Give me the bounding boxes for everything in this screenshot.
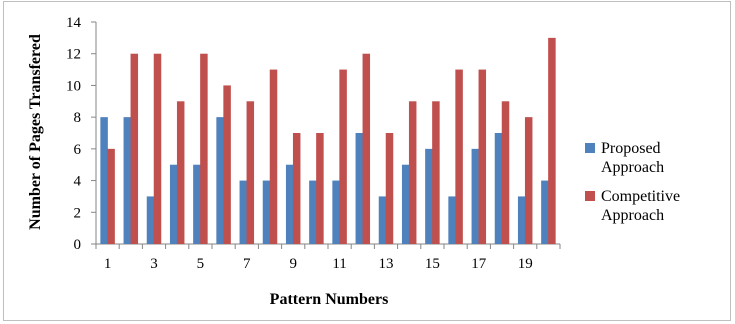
competitive-bar [176, 101, 185, 245]
competitive-bar [246, 101, 255, 245]
x-tick-label: 17 [471, 256, 487, 272]
proposed-bar [123, 117, 132, 244]
x-tick-labels: 1 3 5 7 9 11 13 15 17 19 [104, 256, 533, 272]
proposed-bar [448, 196, 456, 244]
competitive-bar [385, 133, 394, 244]
x-tick-label: 9 [289, 256, 297, 272]
competitive-bar [524, 117, 533, 244]
x-tick-label: 3 [150, 256, 158, 272]
legend-swatch-proposed [585, 143, 595, 153]
proposed-bar [216, 117, 224, 244]
y-tick-labels: 0 2 4 6 8 10 12 14 [66, 15, 82, 253]
proposed-bar [169, 164, 178, 244]
competitive-bar [548, 37, 556, 244]
proposed-bar [193, 164, 201, 244]
proposed-bar [401, 164, 410, 244]
proposed-bar [425, 148, 433, 244]
competitive-bar [408, 101, 417, 245]
bars [100, 37, 556, 245]
y-tick-label: 0 [74, 237, 82, 253]
competitive-bar [153, 53, 162, 244]
competitive-bar [455, 69, 463, 244]
proposed-bar [517, 196, 526, 244]
x-tick-label: 19 [518, 256, 533, 272]
competitive-bar [432, 101, 440, 245]
legend-label-line: Approach [601, 159, 664, 176]
competitive-bar [292, 133, 301, 244]
competitive-bar [362, 53, 371, 244]
axes [91, 21, 561, 249]
proposed-bar [309, 180, 317, 244]
y-tick-label: 8 [74, 110, 82, 126]
competitive-bar [130, 53, 139, 244]
proposed-bar [494, 133, 503, 244]
proposed-bar [146, 196, 155, 244]
proposed-bar [285, 164, 294, 244]
legend-swatch-competitive [585, 191, 595, 201]
legend: Proposed Approach Competitive Approach [585, 140, 680, 224]
legend-label-line: Proposed [601, 140, 661, 157]
y-tick-label: 4 [74, 174, 82, 190]
y-tick-label: 10 [66, 78, 81, 94]
competitive-bar [478, 69, 487, 244]
competitive-bar [501, 101, 510, 245]
y-tick-label: 2 [74, 205, 82, 221]
competitive-bar [200, 53, 208, 244]
x-tick-label: 5 [197, 256, 205, 272]
proposed-bar [541, 180, 549, 244]
y-tick-label: 6 [74, 142, 82, 158]
proposed-bar [239, 180, 248, 244]
legend-label-line: Approach [601, 207, 664, 224]
proposed-bar [100, 117, 108, 244]
competitive-bar [269, 69, 278, 244]
y-axis-title: Number of Pages Transfered [27, 34, 44, 230]
x-tick-label: 13 [379, 256, 394, 272]
legend-label-line: Competitive [601, 188, 680, 205]
competitive-bar [316, 133, 324, 244]
proposed-bar [355, 133, 364, 244]
x-tick-label: 11 [332, 256, 346, 272]
legend-label-proposed: Proposed Approach [601, 140, 664, 176]
x-axis-title: Pattern Numbers [270, 291, 389, 308]
proposed-bar [332, 180, 340, 244]
x-tick-label: 15 [425, 256, 440, 272]
proposed-bar [378, 196, 387, 244]
x-tick-label: 7 [243, 256, 251, 272]
legend-label-competitive: Competitive Approach [601, 188, 680, 224]
proposed-bar [262, 180, 271, 244]
y-tick-label: 14 [66, 15, 82, 31]
competitive-bar [107, 148, 115, 244]
competitive-bar [339, 69, 347, 244]
proposed-bar [471, 148, 480, 244]
competitive-bar [223, 85, 231, 244]
y-tick-label: 12 [66, 47, 81, 63]
x-tick-label: 1 [104, 256, 112, 272]
